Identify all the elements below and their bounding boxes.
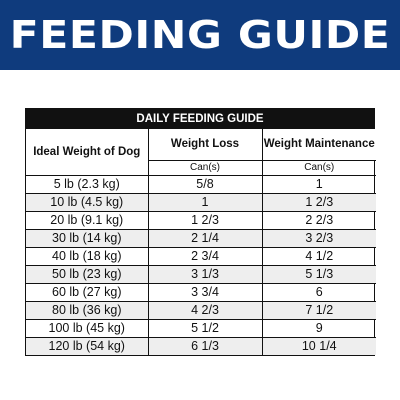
column-header-weight: Ideal Weight of Dog [26, 129, 149, 176]
cell-weight-maintenance-cans: 7 1/2 [261, 301, 376, 320]
table-row: 40 lb (18 kg) 2 3/4 4 1/2 [26, 247, 376, 266]
cell-dog-weight: 100 lb (45 kg) [26, 319, 149, 338]
column-header-weight-maintenance: Weight Maintenance [261, 129, 376, 161]
cell-weight-loss-cans: 5 1/2 [147, 319, 263, 338]
header-banner: FEEDING GUIDE [0, 0, 400, 70]
cell-weight-loss-cans: 5/8 [147, 175, 263, 194]
cell-dog-weight: 50 lb (23 kg) [26, 265, 149, 284]
table-row: 50 lb (23 kg) 3 1/3 5 1/3 [26, 265, 376, 284]
feeding-guide-table-container: DAILY FEEDING GUIDE Ideal Weight of Dog … [25, 108, 376, 356]
cell-weight-loss-cans: 3 3/4 [147, 283, 263, 302]
cell-weight-loss-cans: 4 2/3 [147, 301, 263, 320]
table-row: 120 lb (54 kg) 6 1/3 10 1/4 [26, 337, 376, 355]
header-row: Ideal Weight of Dog Weight Loss Weight M… [26, 129, 376, 176]
table-row: 60 lb (27 kg) 3 3/4 6 [26, 283, 376, 302]
table-title: DAILY FEEDING GUIDE [26, 109, 374, 129]
cell-weight-maintenance-cans: 4 1/2 [261, 247, 376, 266]
cell-weight-maintenance-cans: 1 2/3 [261, 193, 376, 212]
cell-weight-maintenance-cans: 5 1/3 [261, 265, 376, 284]
table-row: 30 lb (14 kg) 2 1/4 3 2/3 [26, 229, 376, 248]
cell-weight-loss-cans: 6 1/3 [147, 337, 263, 355]
cell-weight-maintenance-cans: 10 1/4 [261, 337, 376, 355]
table-row: 100 lb (45 kg) 5 1/2 9 [26, 319, 376, 338]
table-row: 20 lb (9.1 kg) 1 2/3 2 2/3 [26, 211, 376, 230]
table-row: 5 lb (2.3 kg) 5/8 1 [26, 175, 376, 194]
cell-weight-maintenance-cans: 1 [261, 175, 376, 194]
unit-label-weight-loss: Can(s) [148, 160, 263, 176]
cell-dog-weight: 30 lb (14 kg) [26, 229, 149, 248]
table-row: 80 lb (36 kg) 4 2/3 7 1/2 [26, 301, 376, 320]
cell-dog-weight: 120 lb (54 kg) [26, 337, 149, 355]
cell-weight-loss-cans: 2 3/4 [147, 247, 263, 266]
cell-dog-weight: 40 lb (18 kg) [26, 247, 149, 266]
page-title: FEEDING GUIDE [9, 13, 391, 57]
table-body: 5 lb (2.3 kg) 5/8 1 10 lb (4.5 kg) 1 1 2/3 20 … [26, 175, 376, 355]
cell-dog-weight: 10 lb (4.5 kg) [26, 193, 149, 212]
cell-dog-weight: 5 lb (2.3 kg) [26, 175, 149, 194]
cell-weight-loss-cans: 2 1/4 [147, 229, 263, 248]
cell-dog-weight: 60 lb (27 kg) [26, 283, 149, 302]
cell-dog-weight: 20 lb (9.1 kg) [26, 211, 149, 230]
cell-dog-weight: 80 lb (36 kg) [26, 301, 149, 320]
cell-weight-loss-cans: 1 2/3 [147, 211, 263, 230]
unit-row: Can(s) Can(s) [26, 160, 376, 176]
cell-weight-maintenance-cans: 3 2/3 [261, 229, 376, 248]
unit-label-weight-maintenance: Can(s) [261, 160, 376, 176]
cell-weight-loss-cans: 3 1/3 [147, 265, 263, 284]
cell-weight-maintenance-cans: 2 2/3 [261, 211, 376, 230]
column-header-weight-loss: Weight Loss [147, 129, 263, 161]
feeding-table: Ideal Weight of Dog Weight Loss Weight M… [26, 129, 376, 355]
cell-weight-loss-cans: 1 [147, 193, 263, 212]
table-row: 10 lb (4.5 kg) 1 1 2/3 [26, 193, 376, 212]
cell-weight-maintenance-cans: 9 [261, 319, 376, 338]
cell-weight-maintenance-cans: 6 [261, 283, 376, 302]
